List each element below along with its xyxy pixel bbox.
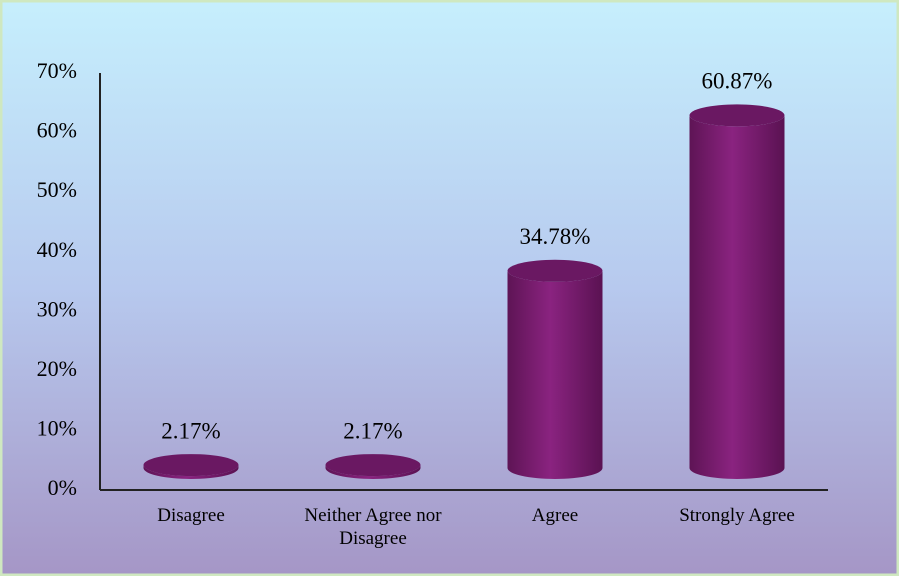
y-tick-label: 40% (37, 237, 77, 262)
bar-top (325, 454, 421, 477)
y-tick-label: 20% (37, 356, 77, 381)
bar-top (143, 454, 239, 477)
y-tick-label: 10% (37, 415, 77, 440)
y-tick-label: 50% (37, 177, 77, 202)
y-tick-label: 0% (48, 475, 77, 500)
bar (325, 465, 421, 479)
bar-top (689, 104, 785, 127)
x-tick-label: Strongly Agree (679, 505, 795, 526)
x-tick-label: Neither Agree nor Disagree (304, 505, 442, 549)
value-label: 60.87% (702, 69, 773, 94)
bar (689, 115, 785, 479)
bar-top (507, 259, 603, 282)
y-tick-label: 60% (37, 118, 77, 143)
bar (507, 270, 603, 479)
y-tick-label: 70% (37, 58, 77, 83)
y-tick-label: 30% (37, 296, 77, 321)
x-tick-label: Disagree (157, 505, 225, 526)
value-label: 2.17% (343, 418, 402, 443)
x-tick-label: Agree (531, 505, 579, 526)
bar (143, 465, 239, 479)
value-label: 34.78% (520, 224, 591, 249)
value-label: 2.17% (161, 418, 220, 443)
